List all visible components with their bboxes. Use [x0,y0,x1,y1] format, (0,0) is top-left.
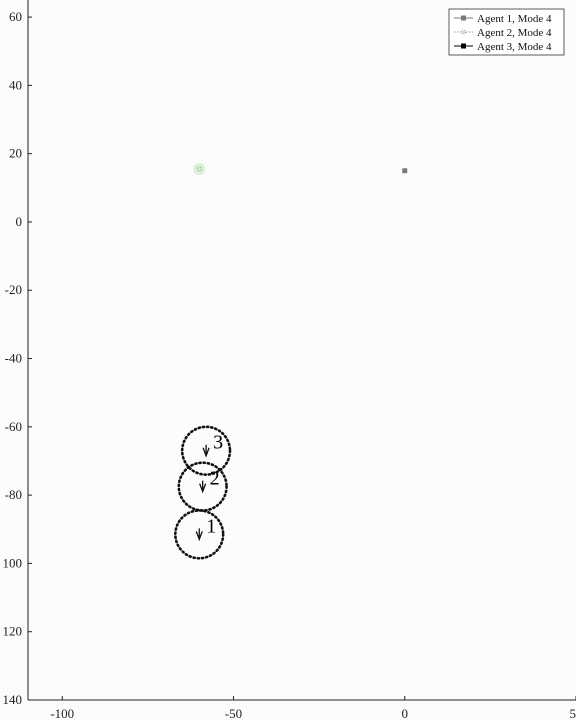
x-tick-label: -50 [225,706,242,720]
x-tick-label: 0 [402,706,409,720]
y-tick-label: 40 [9,77,22,92]
agent-safety-circle [177,461,228,512]
legend-marker [461,15,466,21]
legend-box [448,8,565,56]
legend-marker [461,43,466,49]
axes: 60 40 20 0 -20 -40 -60 -80 100 120 140 -100 -50 0 50 [3,0,576,720]
y-tick-label: 60 [9,9,22,24]
legend-label: Agent 3, Mode 4 [477,41,552,53]
y-tick-label: 20 [9,146,22,161]
x-tick-label: 50 [570,706,576,720]
agent-marker [199,480,207,494]
y-tick-label: -20 [5,282,22,297]
agent-number-label: 3 [213,432,223,454]
legend-label: Agent 1, Mode 4 [477,13,552,25]
agent-safety-circle [180,425,232,476]
agent-marker [195,528,203,542]
y-tick-label: -60 [5,419,22,434]
agent-number-label: 1 [206,515,216,537]
x-tick-label: -100 [50,706,74,720]
series-point [196,166,202,172]
y-tick-label: -80 [5,487,22,502]
legend-marker [461,29,466,35]
y-tick-label: 100 [3,555,23,570]
y-tick-label: 120 [3,624,23,639]
legend: Agent 1, Mode 4 Agent 2, Mode 4 Agent 3, M… [448,8,565,56]
y-tick-label: 0 [16,214,23,229]
series-point-halo [193,163,206,176]
series-point [402,168,408,174]
legend-label: Agent 2, Mode 4 [477,27,552,39]
agent-number-label: 2 [210,468,220,490]
y-tick-label: 140 [3,692,23,707]
agent-markers: 1 2 3 [174,425,232,560]
y-tick-label: -40 [5,351,22,366]
agent-safety-circle [174,509,225,560]
agent-marker [202,444,210,458]
series-points [193,163,408,176]
